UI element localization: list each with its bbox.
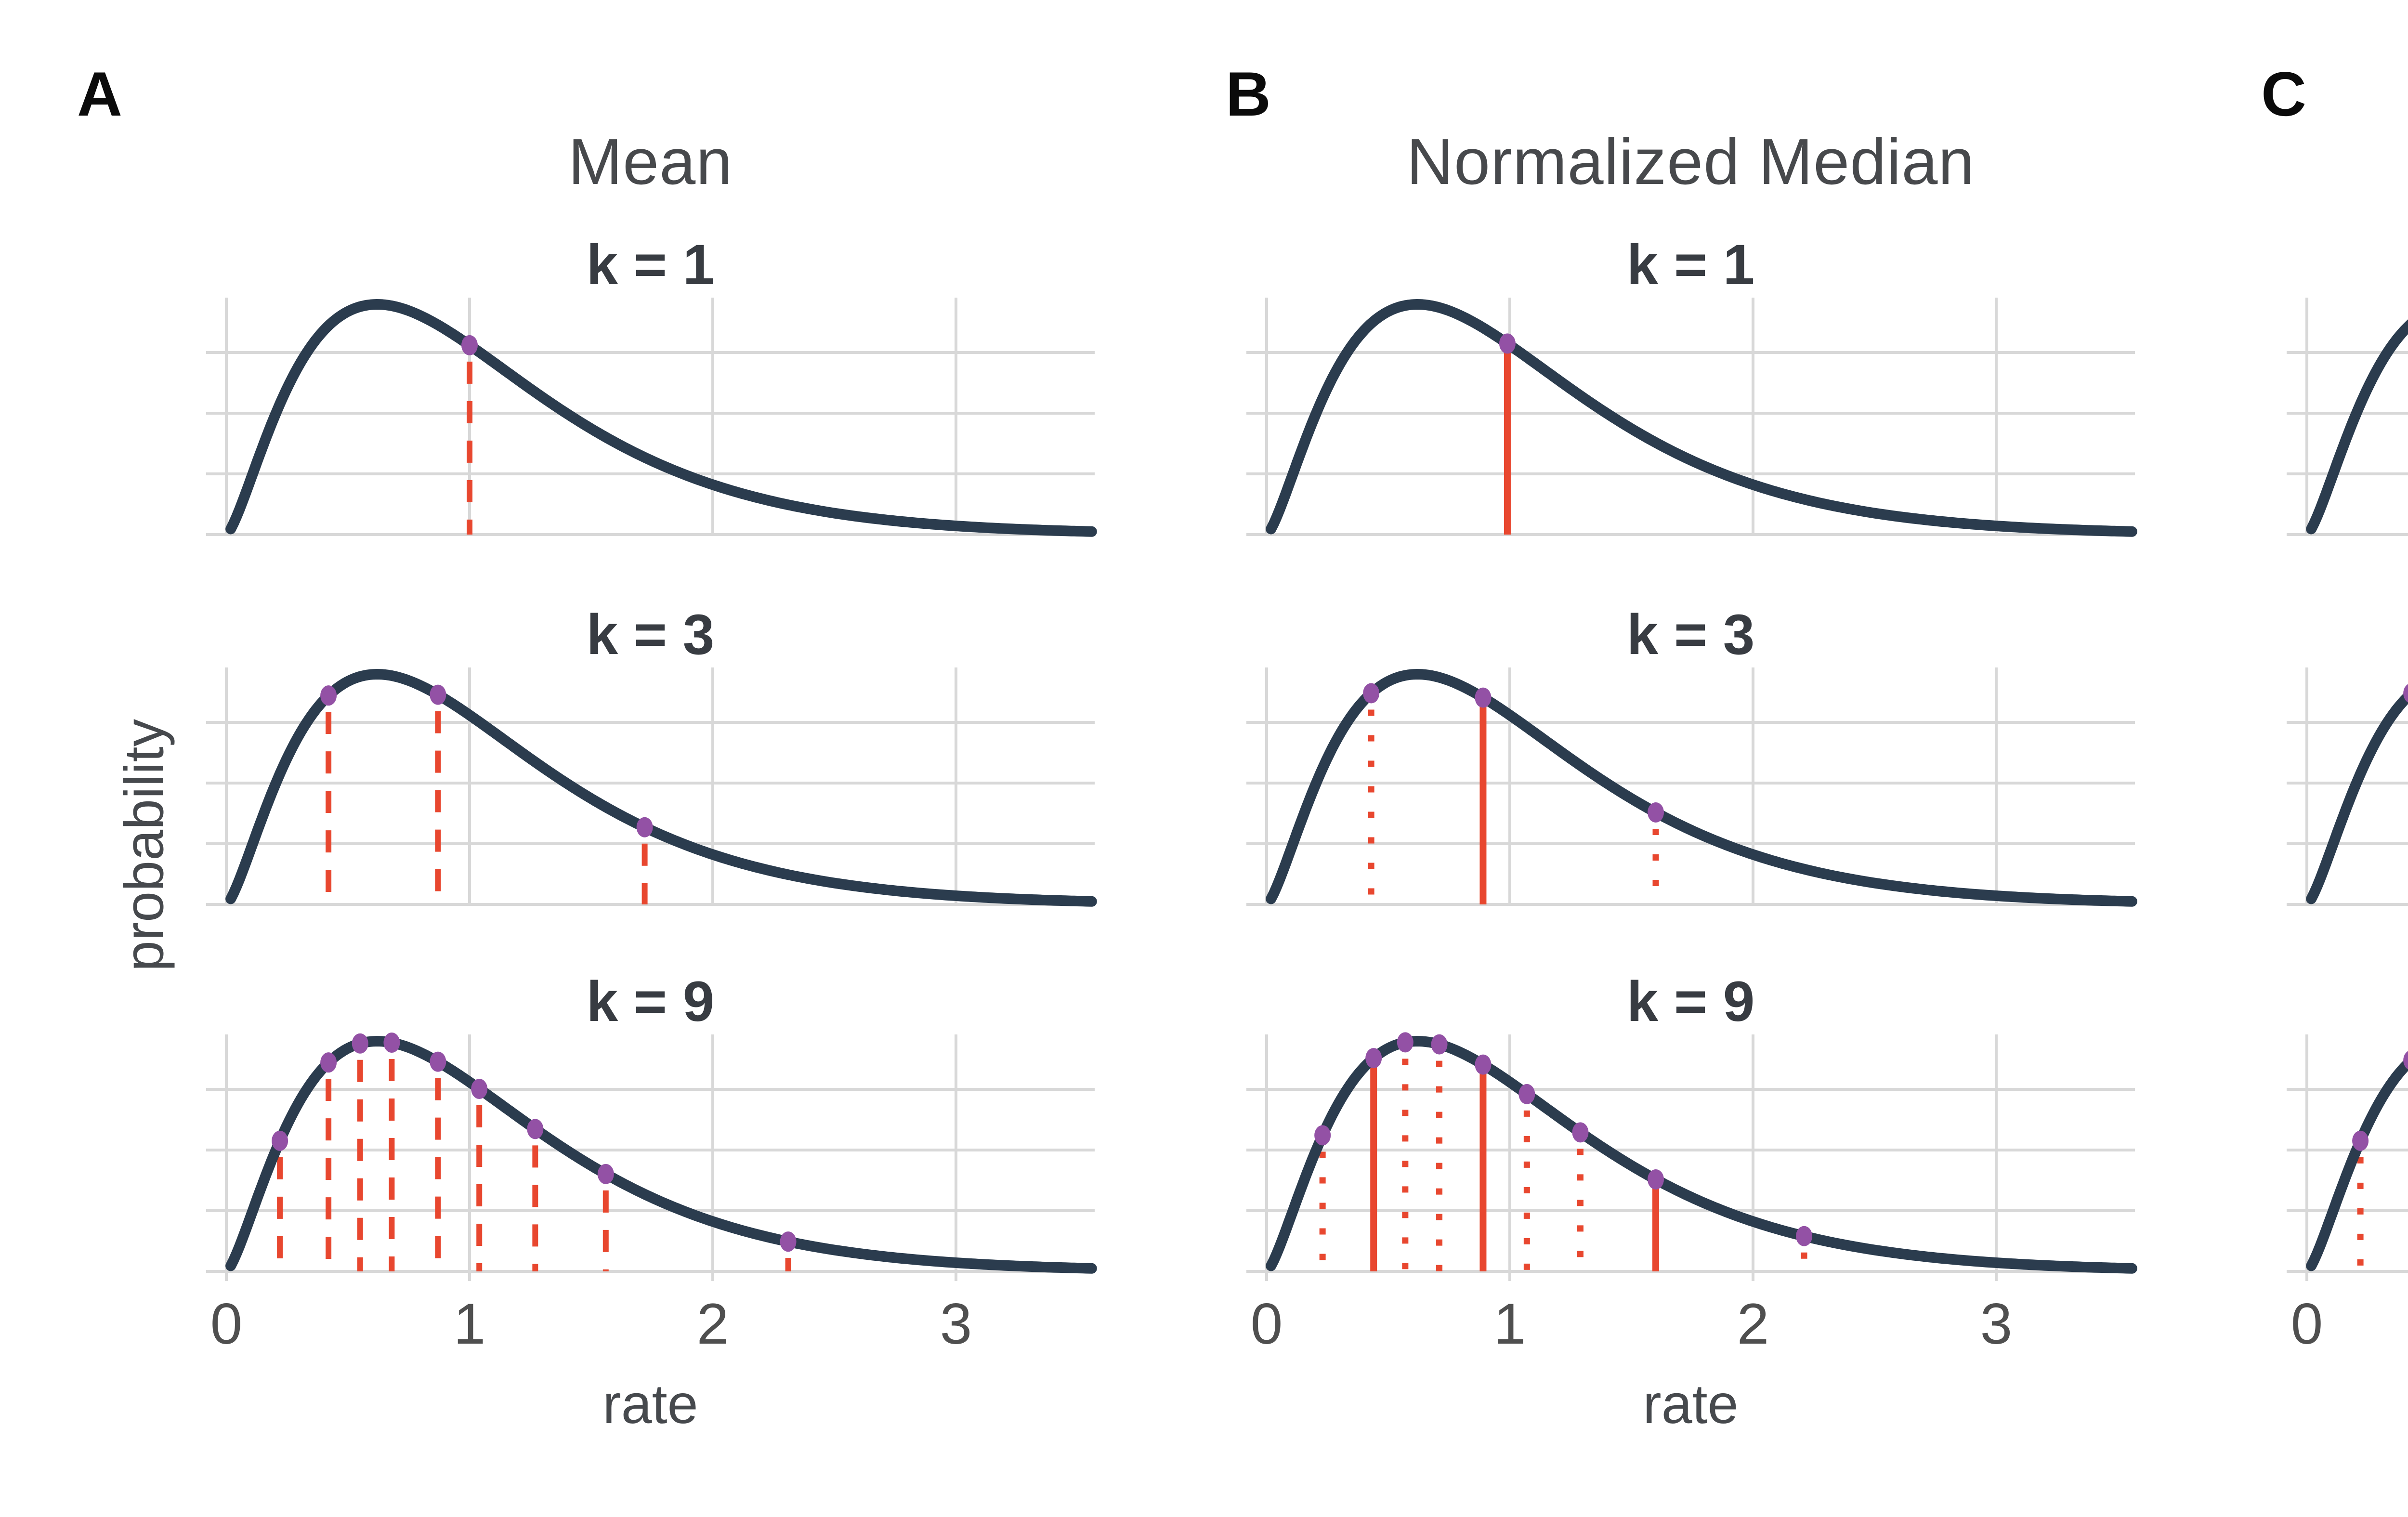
sample-point	[1648, 802, 1664, 823]
sample-point	[1475, 687, 1492, 708]
sample-point	[2403, 684, 2408, 703]
panel-A-k9: k = 9 0 1 2 3 rate	[206, 970, 1097, 1435]
sample-point	[597, 1164, 614, 1184]
sample-point	[780, 1231, 797, 1252]
sample-point	[1363, 683, 1380, 704]
sample-point	[1314, 1125, 1331, 1146]
panel-B-k1: k = 1	[1246, 233, 2137, 537]
sample-point	[1475, 1054, 1492, 1075]
sample-point	[352, 1033, 368, 1054]
density-curve	[225, 669, 1097, 907]
sample-point	[430, 684, 446, 705]
sample-point	[527, 1119, 544, 1139]
panel-B-k3: k = 3	[1246, 603, 2137, 907]
x-tick-label: 0	[210, 1292, 243, 1356]
panel-A-k1: k = 1	[206, 233, 1097, 537]
k-label: k = 1	[1627, 233, 1755, 297]
sample-point	[2352, 1130, 2369, 1151]
sample-point	[1518, 1084, 1535, 1104]
k-label: k = 1	[587, 233, 715, 297]
sample-point	[430, 1051, 446, 1072]
panel-tag-c: C	[2261, 59, 2306, 129]
x-axis-title: rate	[1643, 1373, 1738, 1435]
sample-point	[1365, 1048, 1382, 1069]
sample-point	[1572, 1122, 1589, 1143]
x-tick-label: 2	[697, 1292, 729, 1356]
density-curve	[2306, 319, 2408, 535]
sample-point	[636, 817, 653, 837]
x-tick-label: 0	[1251, 1292, 1283, 1356]
sample-point	[1397, 1032, 1413, 1053]
k-label: k = 3	[587, 603, 715, 667]
sample-point	[272, 1130, 288, 1151]
panel-tag-b: B	[1226, 59, 1271, 129]
sample-point	[2403, 1051, 2408, 1070]
sample-point	[320, 685, 337, 706]
density-curve	[225, 299, 1097, 537]
k-label: k = 9	[1627, 970, 1755, 1033]
sample-point	[1431, 1034, 1448, 1055]
density-curve	[225, 1036, 1097, 1274]
sample-point	[1796, 1226, 1813, 1246]
sample-point	[1648, 1169, 1664, 1190]
density-curve	[2306, 689, 2408, 904]
x-tick-label: 1	[454, 1292, 486, 1356]
sample-point	[461, 335, 478, 355]
k-label: k = 3	[1627, 603, 1755, 667]
x-tick-label: 0	[2291, 1292, 2323, 1356]
sample-point	[1499, 333, 1516, 354]
k-label: k = 9	[587, 970, 715, 1033]
column-title-normalized-median: Normalized Median	[1406, 125, 1975, 198]
x-axis-title: rate	[602, 1373, 698, 1435]
panel-tag-a: A	[77, 59, 122, 129]
sample-point	[320, 1052, 337, 1073]
panel-B-k9: k = 9 0 1 2 3 rate	[1246, 970, 2137, 1435]
x-tick-label: 1	[1494, 1292, 1526, 1356]
x-tick-label: 3	[1980, 1292, 2013, 1356]
panel-C-k1: k = 1	[2287, 298, 2408, 536]
x-tick-label: 2	[1737, 1292, 1769, 1356]
sample-point	[383, 1033, 400, 1053]
panel-C-k3: k = 3	[2287, 667, 2408, 906]
x-tick-label: 3	[940, 1292, 972, 1356]
panel-A-k3: k = 3	[206, 603, 1097, 907]
density-curve	[1266, 669, 2137, 907]
sample-point	[471, 1079, 488, 1099]
density-curve	[1266, 299, 2137, 537]
density-curve	[1266, 1036, 2137, 1274]
column-title-mean: Mean	[568, 125, 733, 198]
